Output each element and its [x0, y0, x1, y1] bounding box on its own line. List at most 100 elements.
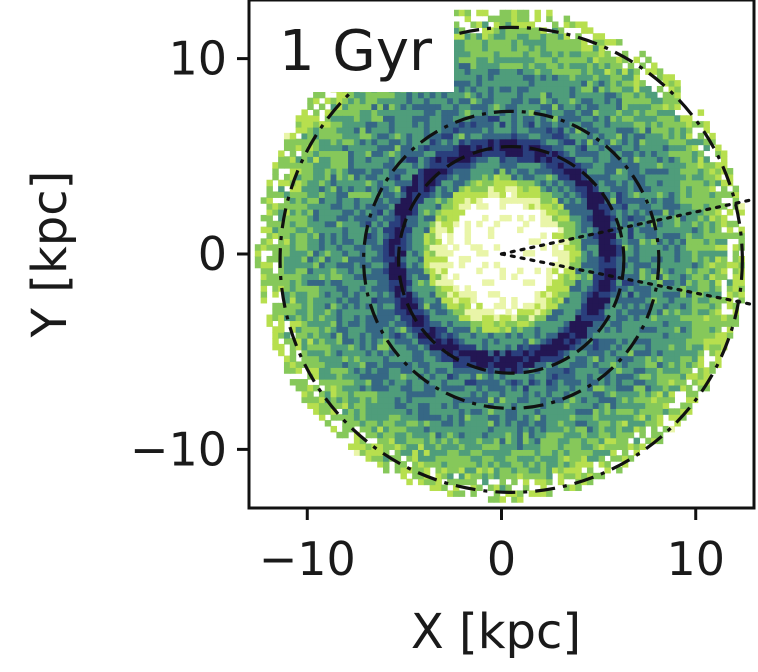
heatmap-cell	[511, 273, 518, 280]
heatmap-cell	[487, 156, 495, 163]
heatmap-cell	[482, 214, 489, 222]
heatmap-cell	[715, 214, 722, 222]
heatmap-cell	[656, 156, 664, 163]
heatmap-cell	[447, 396, 454, 404]
heatmap-cell	[505, 338, 512, 345]
heatmap-cell	[359, 132, 367, 140]
heatmap-cell	[283, 332, 291, 339]
heatmap-cell	[517, 173, 524, 181]
heatmap-cell	[517, 466, 524, 474]
heatmap-cell	[662, 367, 670, 374]
heatmap-cell	[528, 91, 536, 99]
heatmap-cell	[394, 414, 402, 421]
heatmap-cell	[540, 214, 547, 222]
heatmap-cell	[639, 255, 646, 263]
heatmap-cell	[342, 91, 349, 99]
heatmap-cell	[674, 367, 681, 374]
heatmap-cell	[575, 68, 582, 75]
heatmap-cell	[272, 244, 279, 251]
heatmap-cell	[353, 220, 361, 228]
heatmap-cell	[260, 226, 268, 234]
heatmap-cell	[633, 425, 641, 433]
heatmap-cell	[499, 367, 506, 374]
heatmap-cell	[592, 408, 600, 415]
heatmap-cell	[604, 279, 611, 286]
heatmap-cell	[610, 425, 617, 433]
heatmap-cell	[557, 373, 565, 380]
heatmap-cell	[412, 162, 419, 169]
heatmap-cell	[359, 232, 367, 239]
heatmap-cell	[359, 173, 367, 181]
heatmap-cell	[563, 396, 571, 404]
heatmap-cell	[534, 103, 541, 111]
heatmap-cell	[371, 173, 378, 181]
heatmap-cell	[517, 214, 524, 222]
heatmap-cell	[656, 437, 664, 445]
heatmap-cell	[278, 320, 285, 327]
heatmap-cell	[621, 127, 629, 134]
heatmap-cell	[534, 326, 541, 333]
heatmap-cell	[534, 425, 541, 433]
heatmap-cell	[656, 185, 664, 193]
heatmap-cell	[557, 168, 565, 175]
heatmap-cell	[417, 103, 425, 111]
heatmap-cell	[703, 238, 710, 245]
heatmap-cell	[592, 115, 600, 122]
heatmap-cell	[557, 443, 565, 450]
heatmap-cell	[691, 156, 699, 163]
heatmap-cell	[528, 355, 536, 363]
heatmap-cell	[575, 173, 582, 181]
heatmap-cell	[493, 85, 501, 93]
heatmap-cell	[592, 396, 600, 404]
heatmap-cell	[458, 343, 466, 351]
heatmap-cell	[412, 384, 419, 392]
heatmap-cell	[604, 373, 611, 380]
heatmap-cell	[458, 420, 466, 427]
heatmap-cell	[482, 425, 489, 433]
heatmap-cell	[592, 349, 600, 357]
heatmap-cell	[522, 449, 530, 456]
heatmap-cell	[557, 27, 565, 34]
heatmap-cell	[674, 220, 681, 228]
heatmap-cell	[610, 39, 617, 46]
heatmap-cell	[656, 285, 664, 292]
heatmap-cell	[709, 232, 716, 239]
heatmap-cell	[569, 349, 576, 357]
heatmap-cell	[697, 232, 705, 239]
heatmap-cell	[493, 449, 501, 456]
heatmap-cell	[400, 115, 407, 122]
heatmap-cell	[528, 390, 536, 398]
heatmap-cell	[324, 156, 332, 163]
heatmap-cell	[517, 74, 524, 81]
heatmap-cell	[301, 232, 308, 239]
heatmap-cell	[499, 267, 506, 275]
heatmap-cell	[458, 173, 466, 181]
heatmap-cell	[656, 343, 664, 351]
heatmap-cell	[662, 103, 670, 111]
heatmap-cell	[540, 349, 547, 357]
heatmap-cell	[476, 431, 483, 439]
heatmap-cell	[429, 296, 437, 304]
heatmap-cell	[441, 343, 448, 351]
heatmap-cell	[592, 332, 600, 339]
heatmap-cell	[557, 425, 565, 433]
heatmap-cell	[662, 162, 670, 169]
heatmap-cell	[470, 296, 477, 304]
heatmap-cell	[423, 138, 431, 146]
heatmap-cell	[441, 103, 448, 111]
heatmap-cell	[353, 209, 361, 216]
heatmap-cell	[464, 461, 472, 468]
heatmap-cell	[621, 173, 629, 181]
heatmap-cell	[429, 443, 437, 450]
heatmap-cell	[324, 132, 332, 140]
heatmap-cell	[668, 226, 675, 234]
heatmap-cell	[295, 326, 303, 333]
heatmap-cell	[318, 291, 326, 298]
heatmap-cell	[318, 414, 326, 421]
heatmap-cell	[592, 255, 600, 263]
heatmap-cell	[353, 355, 361, 363]
heatmap-cell	[586, 103, 594, 111]
heatmap-cell	[359, 244, 367, 251]
heatmap-cell	[342, 291, 349, 298]
heatmap-cell	[313, 226, 320, 234]
